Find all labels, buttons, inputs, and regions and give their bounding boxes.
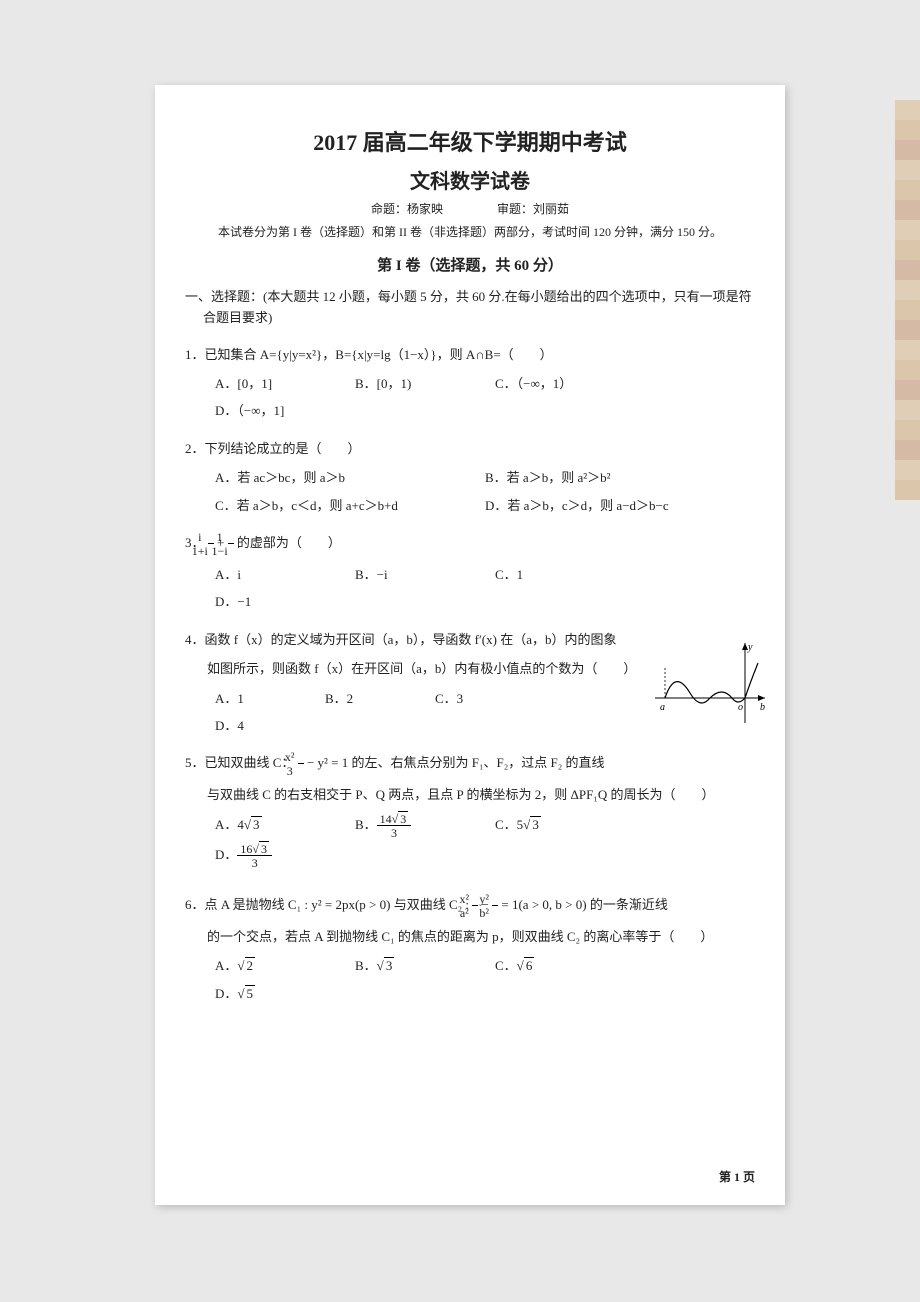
question-6: 6．点 A 是抛物线 C₁ : y² = 2px(p > 0) 与双曲线 C₂ … (185, 893, 755, 1009)
q5-stem-2: 与双曲线 C 的右支相交于 P、Q 两点，且点 P 的横坐标为 2，则 ΔPF₁… (185, 783, 755, 806)
question-1: 1．已知集合 A={y|y=x²}，B={x|y=lg（1−x）}，则 A∩B=… (185, 343, 755, 427)
q6-frac-y: y²b² (492, 893, 498, 919)
authors-line: 命题：杨家映 审题：刘丽茹 (185, 200, 755, 217)
q6-option-b: B．3 (355, 954, 485, 977)
question-4: 4．函数 f（x）的定义域为开区间（a，b），导函数 f′(x) 在（a，b）内… (185, 628, 755, 742)
section-title: 第 I 卷（选择题，共 60 分） (185, 254, 755, 275)
q6-suffix: = 1(a > 0, b > 0) 的一条渐近线 (501, 897, 667, 912)
q2-stem: 2．下列结论成立的是（ ） (185, 437, 755, 460)
q1-option-a: A．[0，1] (215, 372, 345, 395)
q2-option-b: B．若 a＞b，则 a²＞b² (485, 466, 745, 489)
q5-stem-1: 5．已知双曲线 C： x²3 − y² = 1 的左、右焦点分别为 F₁、F₂，… (185, 751, 755, 777)
q2-option-c: C．若 a＞b，c＜d，则 a+c＞b+d (215, 494, 475, 517)
section-description: 一、选择题：(本大题共 12 小题，每小题 5 分，共 60 分.在每小题给出的… (185, 287, 755, 329)
derivative-graph-icon: a o b y (650, 638, 770, 728)
author-right-name: 刘丽茹 (533, 202, 569, 216)
q5-options: A．43 B．1433 C．53 D．1633 (185, 813, 755, 873)
q2-text: 下列结论成立的是（ ） (205, 441, 361, 456)
author-left-label: 命题： (371, 202, 407, 216)
scan-edge-artifact (895, 100, 920, 500)
q4-text-1: 函数 f（x）的定义域为开区间（a，b），导函数 f′(x) 在（a，b）内的图… (205, 632, 617, 647)
q6-stem-1: 6．点 A 是抛物线 C₁ : y² = 2px(p > 0) 与双曲线 C₂ … (185, 893, 755, 919)
q1-num: 1． (185, 347, 205, 362)
q3-stem: 3． i1+i + 11−i 的虚部为（ ） (185, 531, 755, 557)
q4-num: 4． (185, 632, 205, 647)
q5-suffix: 的左、右焦点分别为 F₁、F₂，过点 F₂ 的直线 (352, 755, 605, 770)
q2-options: A．若 ac＞bc，则 a＞b B．若 a＞b，则 a²＞b² C．若 a＞b，… (185, 466, 755, 521)
q3-suffix: 的虚部为（ ） (237, 535, 341, 550)
q4-option-c: C．3 (435, 687, 535, 710)
q3-option-b: B．−i (355, 563, 485, 586)
figure-label-a: a (660, 702, 665, 713)
q6-options: A．2 B．3 C．6 D．5 (185, 954, 755, 1009)
author-left-name: 杨家映 (407, 202, 443, 216)
q6-num: 6． (185, 897, 205, 912)
q5-num: 5． (185, 755, 205, 770)
q6-prefix: 点 A 是抛物线 C₁ : y² = 2px(p > 0) 与双曲线 C₂ : (205, 897, 473, 912)
q4-option-d: D．4 (215, 714, 315, 737)
q6-option-a: A．2 (215, 954, 345, 977)
q5-option-d: D．1633 (215, 843, 345, 869)
q4-figure: a o b y (650, 638, 770, 728)
main-title: 2017 届高二年级下学期期中考试 (185, 125, 755, 157)
q3-option-d: D．−1 (215, 590, 345, 613)
q2-option-d: D．若 a＞b，c＞d，则 a−d＞b−c (485, 494, 745, 517)
q5-prefix: 已知双曲线 C： (205, 755, 295, 770)
q1-option-b: B．[0，1) (355, 372, 485, 395)
q6-option-c: C．6 (495, 954, 625, 977)
q5-option-b: B．1433 (355, 813, 485, 839)
q1-option-c: C．（−∞，1） (495, 372, 625, 395)
q3-option-a: A．i (215, 563, 345, 586)
figure-label-o: o (738, 702, 743, 713)
q1-stem: 1．已知集合 A={y|y=x²}，B={x|y=lg（1−x）}，则 A∩B=… (185, 343, 755, 366)
exam-page: 2017 届高二年级下学期期中考试 文科数学试卷 命题：杨家映 审题：刘丽茹 本… (155, 85, 785, 1205)
q1-options: A．[0，1] B．[0，1) C．（−∞，1） D．（−∞，1] (185, 372, 755, 427)
figure-label-y: y (747, 642, 753, 653)
q1-option-d: D．（−∞，1] (215, 399, 345, 422)
q5-hyperbola-frac: x²3 (298, 751, 304, 777)
q2-num: 2． (185, 441, 205, 456)
q5-option-a: A．43 (215, 813, 345, 839)
q6-frac-x: x²a² (472, 893, 478, 919)
q3-options: A．i B．−i C．1 D．−1 (185, 563, 755, 618)
author-right-label: 审题： (497, 202, 533, 216)
exam-instructions: 本试卷分为第 I 卷（选择题）和第 II 卷（非选择题）两部分，考试时间 120… (185, 223, 755, 240)
q6-option-d: D．5 (215, 982, 345, 1005)
question-2: 2．下列结论成立的是（ ） A．若 ac＞bc，则 a＞b B．若 a＞b，则 … (185, 437, 755, 521)
q4-option-b: B．2 (325, 687, 425, 710)
q6-stem-2: 的一个交点，若点 A 到抛物线 C₁ 的焦点的距离为 p，则双曲线 C₂ 的离心… (185, 925, 755, 948)
q2-option-a: A．若 ac＞bc，则 a＞b (215, 466, 475, 489)
page-number: 第 1 页 (719, 1168, 755, 1185)
question-3: 3． i1+i + 11−i 的虚部为（ ） A．i B．−i C．1 D．−1 (185, 531, 755, 618)
q4-option-a: A．1 (215, 687, 315, 710)
question-5: 5．已知双曲线 C： x²3 − y² = 1 的左、右焦点分别为 F₁、F₂，… (185, 751, 755, 872)
figure-label-b: b (760, 702, 765, 713)
q3-option-c: C．1 (495, 563, 625, 586)
q5-option-c: C．53 (495, 813, 625, 839)
sub-title: 文科数学试卷 (185, 165, 755, 194)
q3-frac-2: 11−i (228, 531, 234, 557)
q1-text: 已知集合 A={y|y=x²}，B={x|y=lg（1−x）}，则 A∩B=（ … (205, 347, 553, 362)
